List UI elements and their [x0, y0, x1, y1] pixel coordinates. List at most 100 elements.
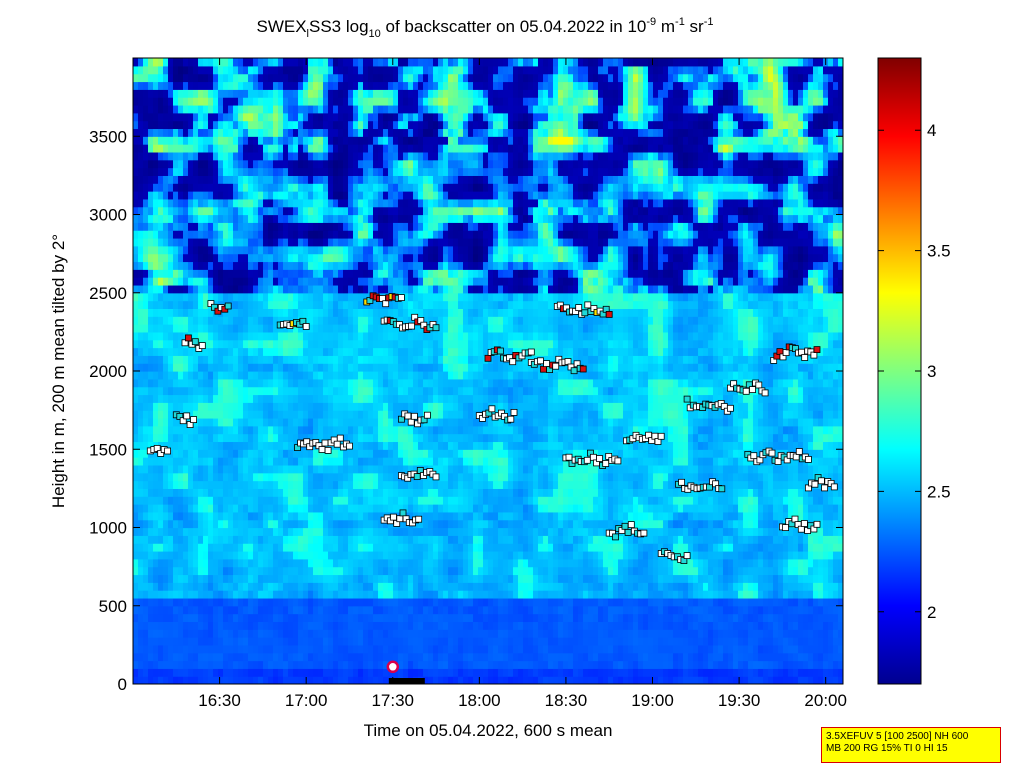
x-tick-label: 18:30 [545, 691, 588, 710]
colorbar-tick-label: 2.5 [927, 482, 951, 501]
layer-point [153, 444, 161, 452]
y-tick-label: 2500 [89, 284, 127, 303]
layer-point [590, 453, 597, 461]
layer-point [164, 447, 172, 455]
layer-point [346, 442, 353, 450]
chart-title: SWEXlSS3 log10 of backscatter on 05.04.2… [256, 16, 713, 40]
layer-point [415, 515, 423, 523]
layer-point [207, 300, 215, 308]
detected-layer [397, 466, 440, 482]
layer-point [683, 395, 691, 403]
layer-point [570, 367, 578, 375]
layer-point [157, 449, 165, 457]
layer-point [583, 456, 591, 464]
layer-point [755, 381, 763, 389]
layer-point [818, 477, 825, 485]
layer-point [321, 439, 329, 447]
layer-point [190, 416, 198, 424]
layer-point [791, 515, 799, 523]
layer-point [821, 484, 828, 492]
surface-marker-ring [386, 660, 400, 674]
x-tick-label: 18:00 [458, 691, 501, 710]
layer-point [543, 360, 550, 368]
layer-point [718, 485, 726, 493]
detected-layer [623, 431, 665, 445]
layer-point [214, 307, 222, 315]
detected-layer [553, 301, 613, 318]
layer-point [318, 446, 326, 453]
y-tick-label: 2000 [89, 362, 127, 381]
x-tick-label: 19:30 [718, 691, 761, 710]
y-tick-label: 0 [118, 675, 127, 694]
layer-point [795, 448, 803, 455]
layer-point [410, 412, 418, 420]
layer-point [602, 460, 610, 467]
layer-point [830, 483, 838, 491]
layer-point [581, 309, 589, 317]
detected-layer [605, 521, 648, 541]
layer-point [183, 412, 191, 420]
detected-layers [146, 292, 838, 564]
colorbar-tick-label: 4 [927, 121, 936, 140]
layer-point [432, 473, 440, 481]
layer-point [432, 324, 440, 332]
layer-point [510, 408, 518, 416]
x-axis-label: Time on 05.04.2022, 600 s mean [364, 721, 613, 740]
detected-layer [380, 313, 440, 334]
detected-layer [363, 292, 405, 308]
detected-layer [484, 346, 535, 366]
layer-point [624, 529, 632, 536]
layer-point [336, 434, 344, 442]
layer-point [742, 387, 750, 395]
surface-marker-bar [388, 678, 425, 684]
layer-point [605, 310, 613, 318]
colorbar-gradient [877, 57, 922, 685]
detected-layer [181, 334, 206, 352]
detected-layer [207, 300, 232, 315]
layer-point [579, 365, 587, 373]
detected-layer [779, 515, 821, 534]
layer-point [640, 529, 648, 537]
x-tick-label: 17:30 [371, 691, 414, 710]
layer-point [657, 432, 665, 440]
layer-point [399, 509, 407, 517]
y-tick-label: 500 [99, 597, 127, 616]
layer-point [584, 301, 592, 309]
detected-layer [397, 410, 431, 428]
layer-point [768, 449, 776, 457]
detected-layer [675, 478, 726, 493]
layer-point [678, 478, 685, 486]
layer-point [302, 323, 310, 330]
detected-layer [527, 355, 587, 375]
detected-layer [744, 447, 812, 466]
parameters-line-1: 3.5XEFUV 5 [100 2500] NH 600 [826, 731, 969, 742]
y-tick-label: 3000 [89, 206, 127, 225]
layer-point [540, 365, 547, 373]
y-axis: 0 500 1000 1500 2000 2500 3000 3500 [89, 127, 843, 694]
layer-point [382, 300, 390, 308]
layer-point [397, 294, 405, 302]
x-tick-label: 16:30 [198, 691, 241, 710]
layer-point [805, 455, 812, 463]
layer-point [496, 347, 504, 355]
colorbar-tick-label: 2 [927, 603, 936, 622]
layer-point [527, 348, 535, 356]
detected-layer [727, 379, 769, 397]
layer-point [552, 362, 560, 370]
layer-point [186, 421, 194, 429]
layer-point [727, 404, 734, 412]
layer-point [782, 524, 789, 531]
layer-point [333, 440, 341, 448]
layer-point [484, 354, 492, 362]
layer-point [413, 473, 421, 481]
surface-marker [386, 660, 425, 684]
detected-layer [657, 548, 691, 564]
layer-point [614, 457, 622, 465]
layer-point [210, 303, 218, 311]
layer-point [596, 455, 603, 462]
detected-layer [172, 411, 198, 429]
layer-point [811, 480, 819, 488]
x-axis: 16:30 17:00 17:30 18:00 18:30 19:00 19:30 20:00 [198, 58, 847, 710]
colorbar-ticks: 2 2.5 3 3.5 4 [878, 121, 951, 622]
